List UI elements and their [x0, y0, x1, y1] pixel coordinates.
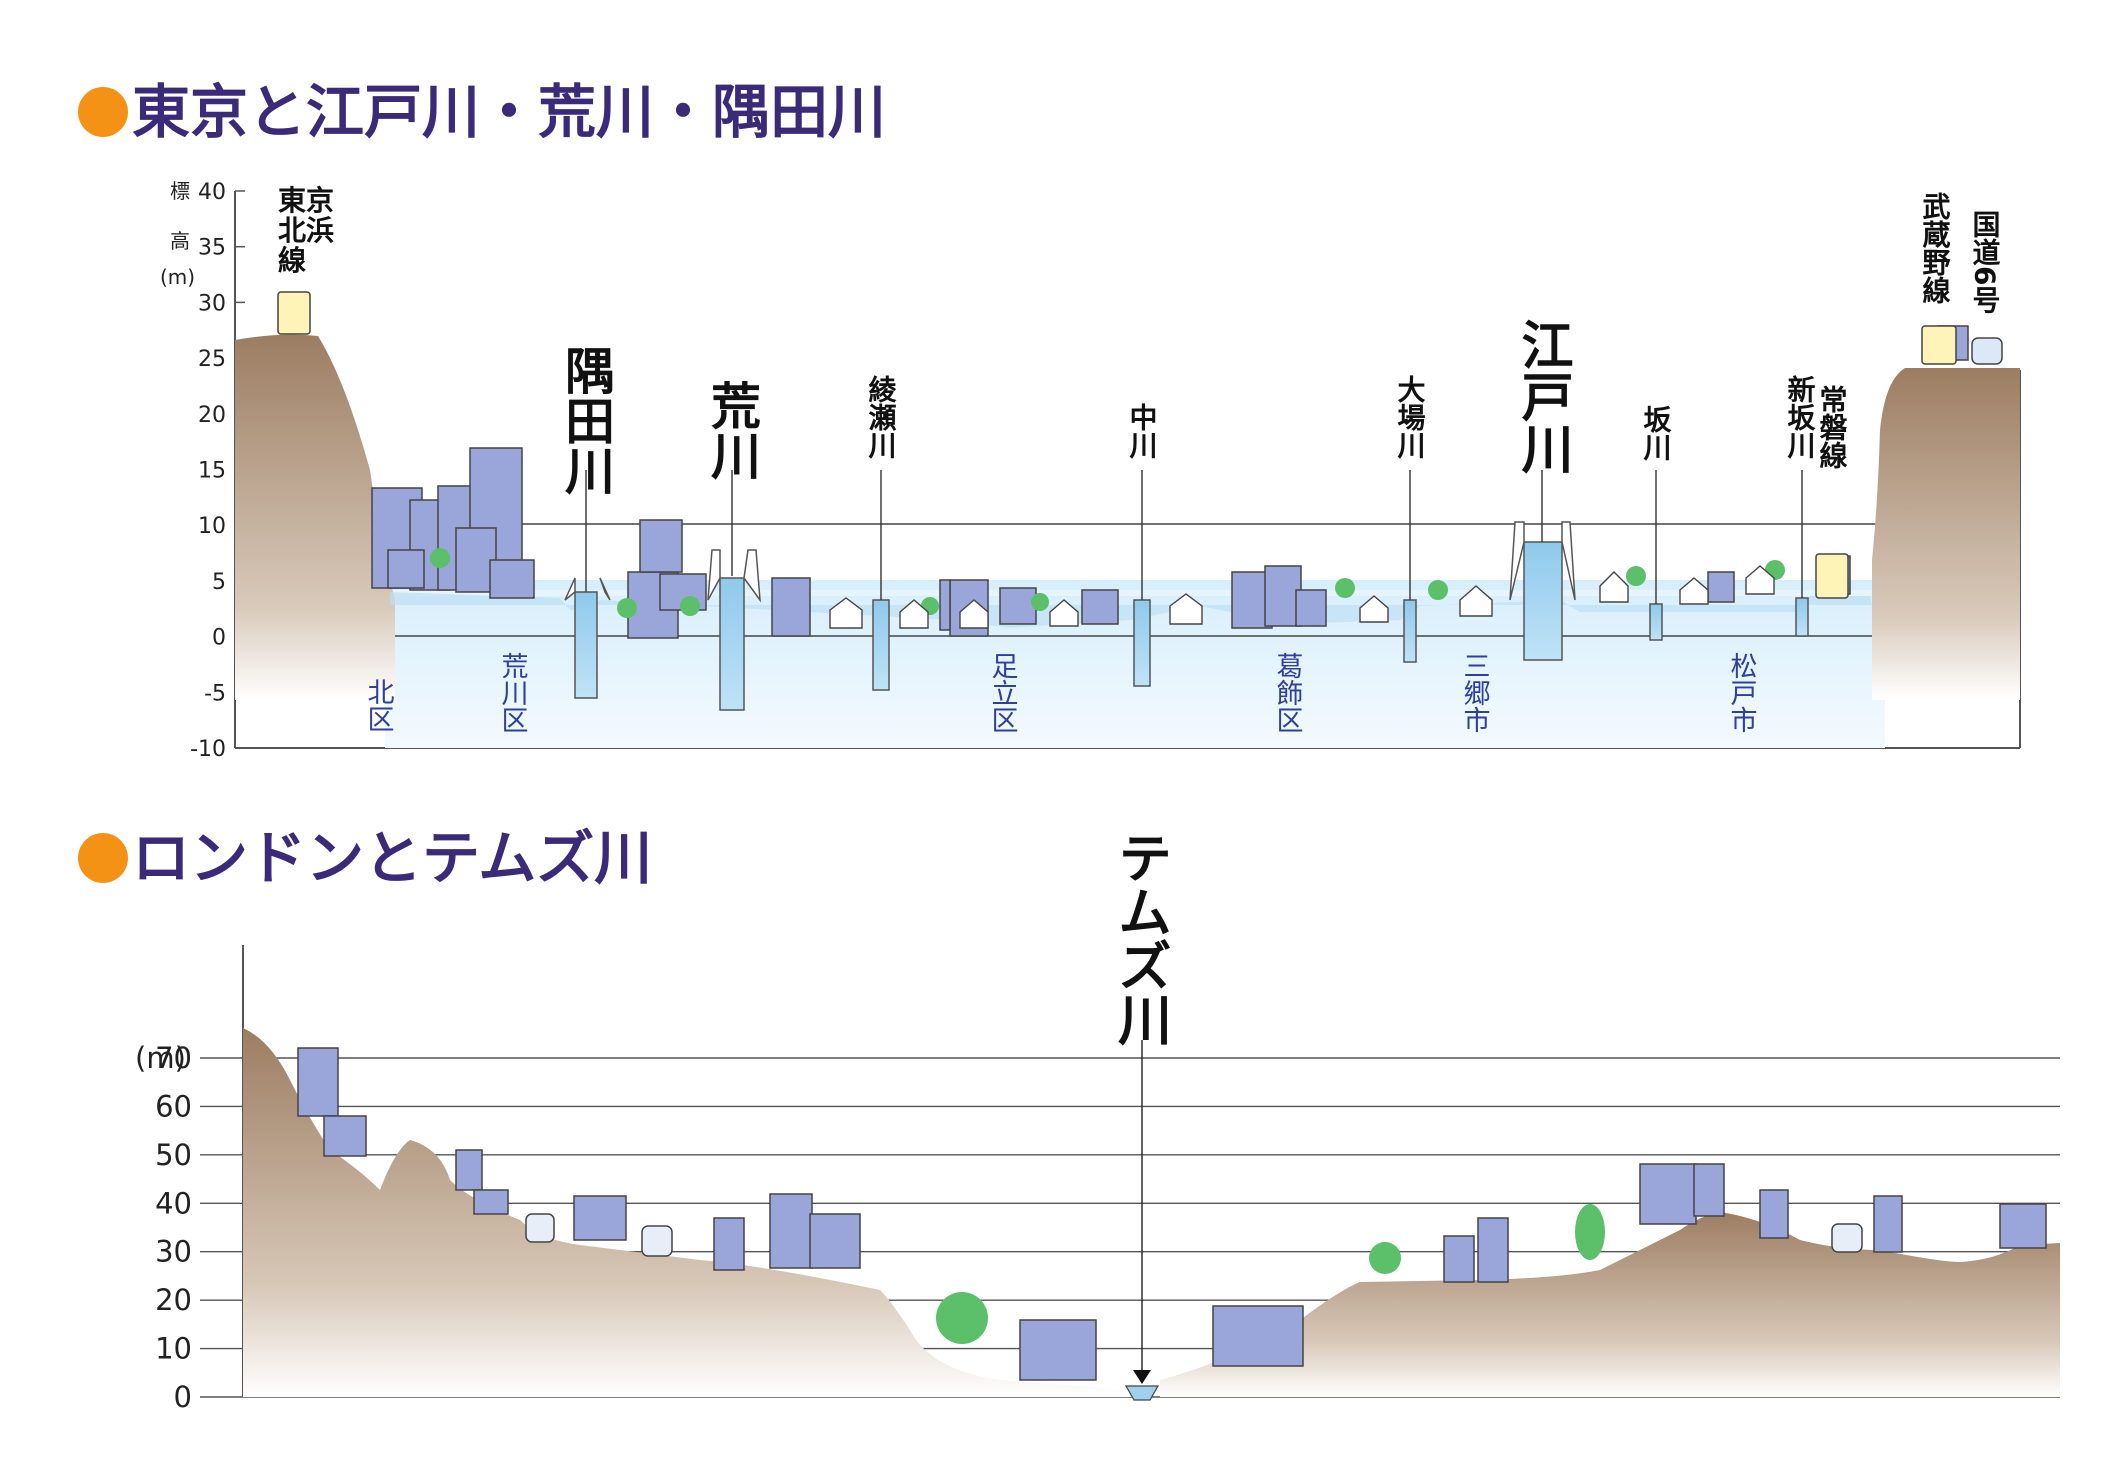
tokyo-axis-ticks: 40 35 30 25 20 15 10 5 0 -5 -10 — [190, 180, 245, 762]
thames-arrow-icon — [1133, 1370, 1151, 1384]
tokyo-tick-label: 30 — [198, 291, 226, 316]
tokyo-ward-labels: 北区 荒川区 足立区 葛飾区 三郷市 松戸市 — [363, 652, 1758, 733]
rail-label-route6: 国道6号 — [1969, 210, 2002, 313]
rail-label-keihin-1: 東京 — [278, 184, 334, 217]
london-tick-label: 0 — [174, 1380, 192, 1414]
tokyo-axis-char-2: 高 — [170, 229, 190, 253]
london-axis-ticks: 70 60 50 40 30 20 10 0 (m) — [135, 1041, 192, 1414]
london-tick-label: 10 — [155, 1332, 192, 1366]
tokyo-right-hill — [1872, 368, 2020, 700]
river-label-arakawa: 荒川 — [703, 380, 761, 481]
rail-label-joban: 常磐線 — [1816, 385, 1849, 469]
ward-kita: 北区 — [363, 678, 395, 732]
river-label-edogawa: 江戸川 — [1512, 318, 1573, 474]
thames-water — [1124, 1385, 1160, 1401]
london-tick-label: 30 — [155, 1235, 192, 1269]
tokyo-houses — [829, 565, 1775, 629]
thames-label: テムズ川 — [1109, 830, 1172, 1046]
tokyo-axis-unit: (m) — [160, 265, 195, 289]
tokyo-train-icons — [277, 291, 2003, 599]
london-title: ロンドンとテムズ川 — [132, 824, 652, 892]
london-tick-label: 20 — [155, 1283, 192, 1317]
london-terrain-left — [243, 1028, 1140, 1397]
london-terrain-right — [1160, 1212, 2060, 1397]
river-label-shinsaka: 新坂川 — [1784, 375, 1817, 459]
rail-label-musashino: 武蔵野線 — [1919, 192, 1952, 304]
tokyo-tick-label: 10 — [198, 514, 226, 539]
london-tick-label: 60 — [155, 1089, 192, 1123]
london-train-icons — [525, 1213, 1863, 1257]
tokyo-tick-label: -10 — [190, 737, 226, 762]
tokyo-title: 東京と江戸川・荒川・隅田川 — [132, 78, 886, 146]
ward-arakawa: 荒川区 — [497, 652, 529, 733]
tokyo-left-hill — [235, 334, 395, 700]
river-label-oba: 大場川 — [1394, 375, 1427, 459]
tokyo-river-labels: 隅田川 荒川 綾瀬川 中川 大場川 江戸川 坂川 新坂川 — [557, 318, 1817, 604]
rail-label-keihin-3: 線 — [278, 244, 306, 277]
tokyo-river-channels — [564, 521, 1809, 711]
tokyo-tick-label: 15 — [198, 459, 226, 484]
river-label-ayase: 綾瀬川 — [865, 375, 898, 459]
london-trees — [936, 1204, 1605, 1344]
ward-matsudo: 松戸市 — [1726, 652, 1758, 733]
tokyo-rail-labels: 東京 北浜 線 武蔵野線 常磐線 国道6号 — [278, 184, 2002, 469]
tokyo-tick-label: 5 — [212, 570, 226, 595]
tokyo-tick-label: 40 — [198, 180, 226, 205]
river-label-sakagawa: 坂川 — [1640, 405, 1673, 461]
tokyo-tick-label: 35 — [198, 236, 226, 261]
tokyo-bullet-icon — [78, 87, 128, 137]
london-buildings — [297, 1047, 2047, 1381]
tokyo-tick-label: -5 — [204, 681, 226, 706]
london-section: ロンドンとテムズ川 70 60 50 40 30 20 10 0 (m) テムズ川 — [78, 824, 2060, 1414]
river-label-nakagawa: 中川 — [1126, 403, 1159, 459]
ward-adachi: 足立区 — [987, 652, 1018, 733]
tokyo-tick-label: 20 — [198, 403, 226, 428]
rail-label-keihin-2: 北浜 — [278, 214, 334, 247]
london-tick-label: 50 — [155, 1138, 192, 1172]
ward-misato: 三郷市 — [1459, 652, 1490, 733]
tokyo-axis-char-1: 標 — [170, 179, 190, 203]
london-bullet-icon — [78, 833, 128, 883]
london-axis-unit: (m) — [135, 1041, 186, 1075]
tokyo-tick-label: 0 — [212, 626, 226, 651]
london-tick-label: 70 — [155, 1041, 192, 1075]
london-tick-label: 40 — [155, 1186, 192, 1220]
ward-katsushika: 葛飾区 — [1272, 652, 1304, 733]
tokyo-section: 東京と江戸川・荒川・隅田川 標 高 (m) 40 35 30 25 20 15 10 5 0 -5… — [78, 78, 2021, 762]
tokyo-tick-label: 25 — [198, 347, 226, 372]
